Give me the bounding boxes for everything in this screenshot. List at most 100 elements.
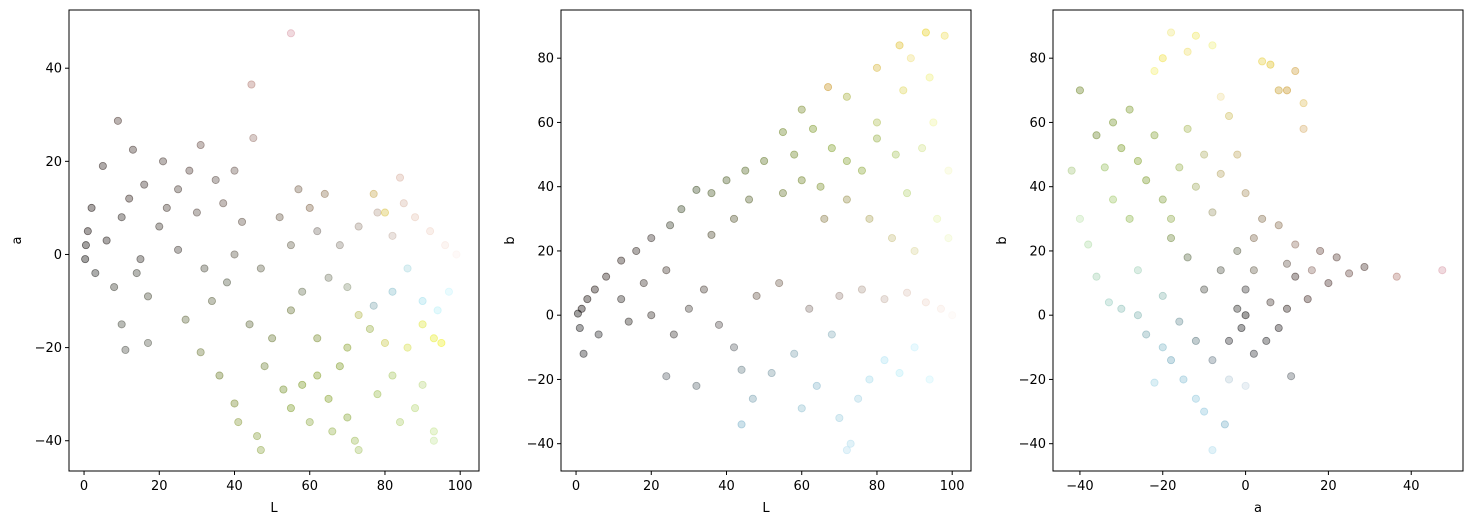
- data-point: [1303, 295, 1312, 304]
- data-point: [399, 199, 408, 208]
- data-point: [1233, 304, 1242, 313]
- data-point: [1249, 234, 1258, 243]
- data-point: [140, 180, 149, 189]
- data-point: [117, 320, 126, 329]
- data-point: [388, 371, 397, 380]
- data-point: [247, 80, 256, 89]
- y-tick-label: 20: [45, 155, 62, 170]
- y-tick-label: 0: [54, 248, 62, 263]
- data-point: [253, 432, 262, 441]
- y-tick-label: 40: [537, 180, 554, 195]
- data-point: [827, 330, 836, 339]
- data-point: [714, 320, 723, 329]
- data-point: [760, 156, 769, 165]
- data-point: [1208, 41, 1217, 50]
- data-point: [669, 330, 678, 339]
- data-point: [230, 399, 239, 408]
- data-point: [835, 413, 844, 422]
- data-point: [842, 156, 851, 165]
- data-point: [1225, 112, 1234, 121]
- data-point: [207, 297, 216, 306]
- x-axis-label: L: [762, 501, 770, 516]
- data-point: [1266, 60, 1275, 69]
- data-point: [797, 176, 806, 185]
- x-tick-label: 100: [448, 479, 473, 494]
- data-point: [324, 273, 333, 282]
- data-point: [1274, 324, 1283, 333]
- data-point: [1167, 28, 1176, 37]
- y-tick-label: 0: [1038, 309, 1046, 324]
- data-point: [1183, 253, 1192, 262]
- data-point: [872, 63, 881, 72]
- data-point: [1158, 291, 1167, 300]
- data-point: [1092, 131, 1101, 140]
- data-point: [185, 166, 194, 175]
- x-tick-label: 0: [1241, 479, 1249, 494]
- subplot-a-vs-b: −40 −20 0 20 40 −40 −20 0 20 40 60 80 a b: [995, 9, 1464, 516]
- data-point: [196, 141, 205, 150]
- data-point: [1287, 372, 1296, 381]
- data-point: [925, 73, 934, 82]
- data-point: [692, 381, 701, 390]
- data-point: [624, 317, 633, 326]
- data-point: [921, 28, 930, 37]
- x-tick-label: 100: [940, 479, 965, 494]
- data-point: [343, 413, 352, 422]
- y-tick-label: −20: [35, 341, 62, 356]
- data-point: [809, 124, 818, 133]
- y-axis-ticks: −40 −20 0 20 40 60 80: [527, 52, 561, 452]
- data-point: [81, 255, 90, 264]
- data-point: [865, 214, 874, 223]
- data-point: [83, 227, 92, 236]
- data-point: [677, 205, 686, 214]
- data-point: [1084, 240, 1093, 249]
- data-point: [249, 134, 258, 143]
- data-point: [1258, 214, 1267, 223]
- data-point: [936, 304, 945, 313]
- data-point: [313, 227, 322, 236]
- data-point: [181, 315, 190, 324]
- data-point: [87, 203, 96, 212]
- y-axis-label: a: [10, 237, 25, 245]
- x-tick-label: 0: [80, 479, 88, 494]
- data-point: [441, 241, 450, 250]
- data-point: [940, 31, 949, 40]
- data-point: [1291, 272, 1300, 281]
- subplot-l-vs-b: 0 20 40 60 80 100 −40 −20 0 20 40 60 80 L b: [503, 9, 972, 516]
- data-point: [403, 343, 412, 352]
- data-point: [1291, 67, 1300, 76]
- data-point: [162, 203, 171, 212]
- data-point: [824, 83, 833, 92]
- data-point: [1133, 311, 1142, 320]
- data-point: [647, 311, 656, 320]
- x-tick-label: 20: [643, 479, 660, 494]
- data-point: [778, 189, 787, 198]
- data-point: [230, 166, 239, 175]
- data-point: [143, 338, 152, 347]
- data-point: [1360, 263, 1369, 272]
- data-point: [1282, 304, 1291, 313]
- data-point: [354, 446, 363, 455]
- data-point: [313, 371, 322, 380]
- data-point: [880, 295, 889, 304]
- y-tick-label: 20: [537, 244, 554, 259]
- data-point: [778, 128, 787, 137]
- data-point: [1249, 266, 1258, 275]
- data-point: [944, 166, 953, 175]
- data-point: [98, 161, 107, 170]
- data-point: [737, 420, 746, 429]
- data-point: [857, 166, 866, 175]
- data-point: [944, 234, 953, 243]
- data-point: [365, 324, 374, 333]
- data-point: [1100, 163, 1109, 172]
- data-point: [842, 446, 851, 455]
- x-tick-label: 0: [572, 479, 580, 494]
- data-point: [1175, 317, 1184, 326]
- data-point: [617, 256, 626, 265]
- data-point: [219, 199, 228, 208]
- data-point: [1117, 304, 1126, 313]
- data-point: [1150, 131, 1159, 140]
- data-point: [369, 301, 378, 310]
- x-axis-label: a: [1254, 501, 1262, 516]
- y-tick-label: 40: [1029, 180, 1046, 195]
